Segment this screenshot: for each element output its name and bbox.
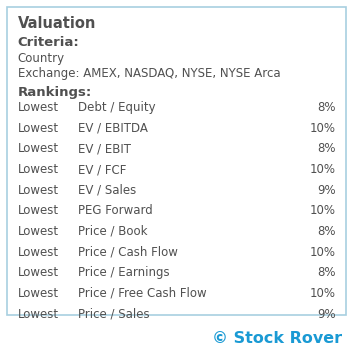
Text: EV / EBITDA: EV / EBITDA — [78, 122, 148, 135]
Text: Lowest: Lowest — [18, 204, 59, 218]
Text: 8%: 8% — [317, 101, 335, 114]
Text: EV / EBIT: EV / EBIT — [78, 142, 131, 156]
Text: Debt / Equity: Debt / Equity — [78, 101, 156, 114]
Text: © Stock Rover: © Stock Rover — [212, 331, 343, 346]
Text: Criteria:: Criteria: — [18, 36, 80, 49]
Text: Price / Sales: Price / Sales — [78, 308, 150, 321]
Text: Lowest: Lowest — [18, 163, 59, 176]
Text: EV / FCF: EV / FCF — [78, 163, 126, 176]
Text: Lowest: Lowest — [18, 246, 59, 259]
Text: 10%: 10% — [310, 163, 335, 176]
Text: Country: Country — [18, 52, 65, 65]
Text: 8%: 8% — [317, 225, 335, 238]
Text: 10%: 10% — [310, 204, 335, 218]
Text: 10%: 10% — [310, 246, 335, 259]
Text: Rankings:: Rankings: — [18, 86, 92, 99]
Text: 8%: 8% — [317, 142, 335, 156]
Text: PEG Forward: PEG Forward — [78, 204, 153, 218]
Text: 8%: 8% — [317, 266, 335, 279]
Text: Lowest: Lowest — [18, 308, 59, 321]
Text: Lowest: Lowest — [18, 266, 59, 279]
Text: Lowest: Lowest — [18, 142, 59, 156]
Text: Price / Cash Flow: Price / Cash Flow — [78, 246, 178, 259]
Text: Valuation: Valuation — [18, 16, 96, 31]
Text: Lowest: Lowest — [18, 101, 59, 114]
Text: Lowest: Lowest — [18, 225, 59, 238]
Text: Lowest: Lowest — [18, 122, 59, 135]
Text: Exchange: AMEX, NASDAQ, NYSE, NYSE Arca: Exchange: AMEX, NASDAQ, NYSE, NYSE Arca — [18, 67, 280, 80]
Text: Price / Earnings: Price / Earnings — [78, 266, 170, 279]
Text: Lowest: Lowest — [18, 287, 59, 300]
Text: 10%: 10% — [310, 287, 335, 300]
Text: Price / Book: Price / Book — [78, 225, 148, 238]
Text: 9%: 9% — [317, 308, 335, 321]
Text: Price / Free Cash Flow: Price / Free Cash Flow — [78, 287, 207, 300]
Text: EV / Sales: EV / Sales — [78, 184, 136, 197]
Text: Lowest: Lowest — [18, 184, 59, 197]
Text: 9%: 9% — [317, 184, 335, 197]
Text: 10%: 10% — [310, 122, 335, 135]
